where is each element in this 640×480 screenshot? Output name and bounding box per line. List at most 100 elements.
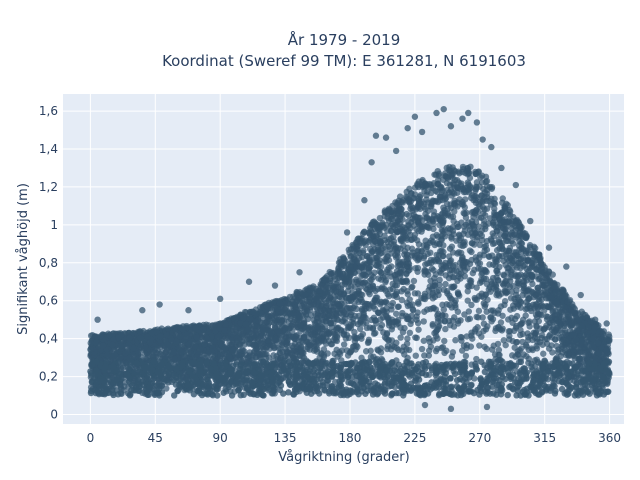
scatter-point xyxy=(363,319,370,326)
scatter-point xyxy=(520,351,527,358)
scatter-point xyxy=(338,318,346,325)
scatter-point xyxy=(381,207,389,214)
scatter-point xyxy=(400,343,407,351)
scatter-point xyxy=(497,303,505,310)
scatter-point xyxy=(428,237,435,244)
scatter-point xyxy=(578,308,585,315)
scatter-point xyxy=(447,225,454,233)
scatter-point xyxy=(509,302,517,309)
scatter-point xyxy=(500,232,508,240)
scatter-point xyxy=(124,347,131,355)
scatter-point xyxy=(440,204,447,211)
scatter-point xyxy=(403,210,410,218)
scatter-point xyxy=(534,266,541,273)
scatter-point xyxy=(440,265,447,272)
scatter-point xyxy=(221,326,228,334)
scatter-point xyxy=(403,254,410,261)
scatter-point xyxy=(462,352,470,360)
scatter-point xyxy=(388,302,395,310)
scatter-point xyxy=(517,326,524,334)
scatter-point xyxy=(438,184,445,191)
scatter-point xyxy=(297,343,305,350)
scatter-point xyxy=(469,233,476,241)
scatter-point xyxy=(499,199,506,206)
scatter-point xyxy=(427,256,435,264)
scatter-point xyxy=(375,309,382,317)
scatter-point xyxy=(564,313,572,321)
scatter-point xyxy=(468,301,475,309)
scatter-point xyxy=(440,248,447,256)
scatter-point xyxy=(136,328,144,335)
scatter-point xyxy=(446,258,454,265)
scatter-point xyxy=(377,316,384,323)
scatter-point xyxy=(440,242,447,249)
scatter-point xyxy=(323,313,331,321)
scatter-point xyxy=(385,243,392,250)
scatter-point xyxy=(427,249,434,256)
scatter-point xyxy=(281,334,288,341)
scatter-point xyxy=(217,352,225,360)
scatter-point xyxy=(517,331,524,339)
scatter-point xyxy=(327,289,334,296)
scatter-point xyxy=(518,244,525,252)
scatter-point xyxy=(460,209,467,217)
scatter-point xyxy=(258,332,265,339)
scatter-point xyxy=(533,356,540,363)
scatter-point xyxy=(360,247,367,254)
scatter-point xyxy=(296,352,304,359)
scatter-point xyxy=(425,335,432,342)
scatter-point xyxy=(561,304,568,311)
scatter-point xyxy=(258,310,265,318)
scatter-point xyxy=(285,325,292,332)
scatter-point xyxy=(414,309,421,316)
scatter-point xyxy=(461,311,468,318)
scatter-point xyxy=(398,296,405,304)
scatter-point xyxy=(365,338,372,346)
scatter-point xyxy=(476,342,483,349)
scatter-point xyxy=(482,242,490,249)
scatter-point xyxy=(552,283,559,290)
scatter-point xyxy=(480,275,488,282)
scatter-point xyxy=(376,214,384,222)
scatter-point xyxy=(422,261,429,268)
scatter-point xyxy=(411,216,418,224)
scatter-point xyxy=(164,325,172,332)
scatter-point xyxy=(524,302,531,309)
scatter-point xyxy=(464,297,471,304)
scatter-point xyxy=(362,348,370,355)
scatter-point xyxy=(447,294,454,302)
scatter-point xyxy=(426,283,434,290)
scatter-point xyxy=(415,326,422,333)
scatter-point xyxy=(399,216,406,223)
scatter-point xyxy=(237,311,244,319)
scatter-point xyxy=(317,312,324,320)
scatter-point xyxy=(373,232,380,239)
scatter-point xyxy=(443,174,451,181)
scatter-point xyxy=(606,336,613,343)
scatter-point xyxy=(344,275,351,282)
scatter-point xyxy=(405,346,413,354)
scatter-point xyxy=(537,325,544,332)
scatter-point xyxy=(575,316,583,323)
scatter-point xyxy=(442,325,449,333)
scatter-point xyxy=(441,337,448,345)
scatter-point xyxy=(235,352,242,359)
scatter-point xyxy=(444,212,452,219)
scatter-point xyxy=(246,349,253,356)
scatter-point xyxy=(482,178,489,186)
scatter-point xyxy=(455,231,463,238)
scatter-point xyxy=(315,336,322,344)
scatter-point xyxy=(137,343,144,351)
scatter-point xyxy=(356,325,364,333)
scatter-point xyxy=(363,324,371,332)
scatter-point xyxy=(421,352,428,359)
scatter-point xyxy=(337,261,344,269)
scatter-point xyxy=(517,271,524,278)
scatter-point xyxy=(392,292,399,299)
scatter-point xyxy=(418,345,426,353)
scatter-point xyxy=(392,277,400,284)
scatter-point xyxy=(540,350,547,357)
scatter-point xyxy=(469,335,476,342)
scatter-point xyxy=(408,190,415,197)
scatter-point xyxy=(419,178,426,186)
